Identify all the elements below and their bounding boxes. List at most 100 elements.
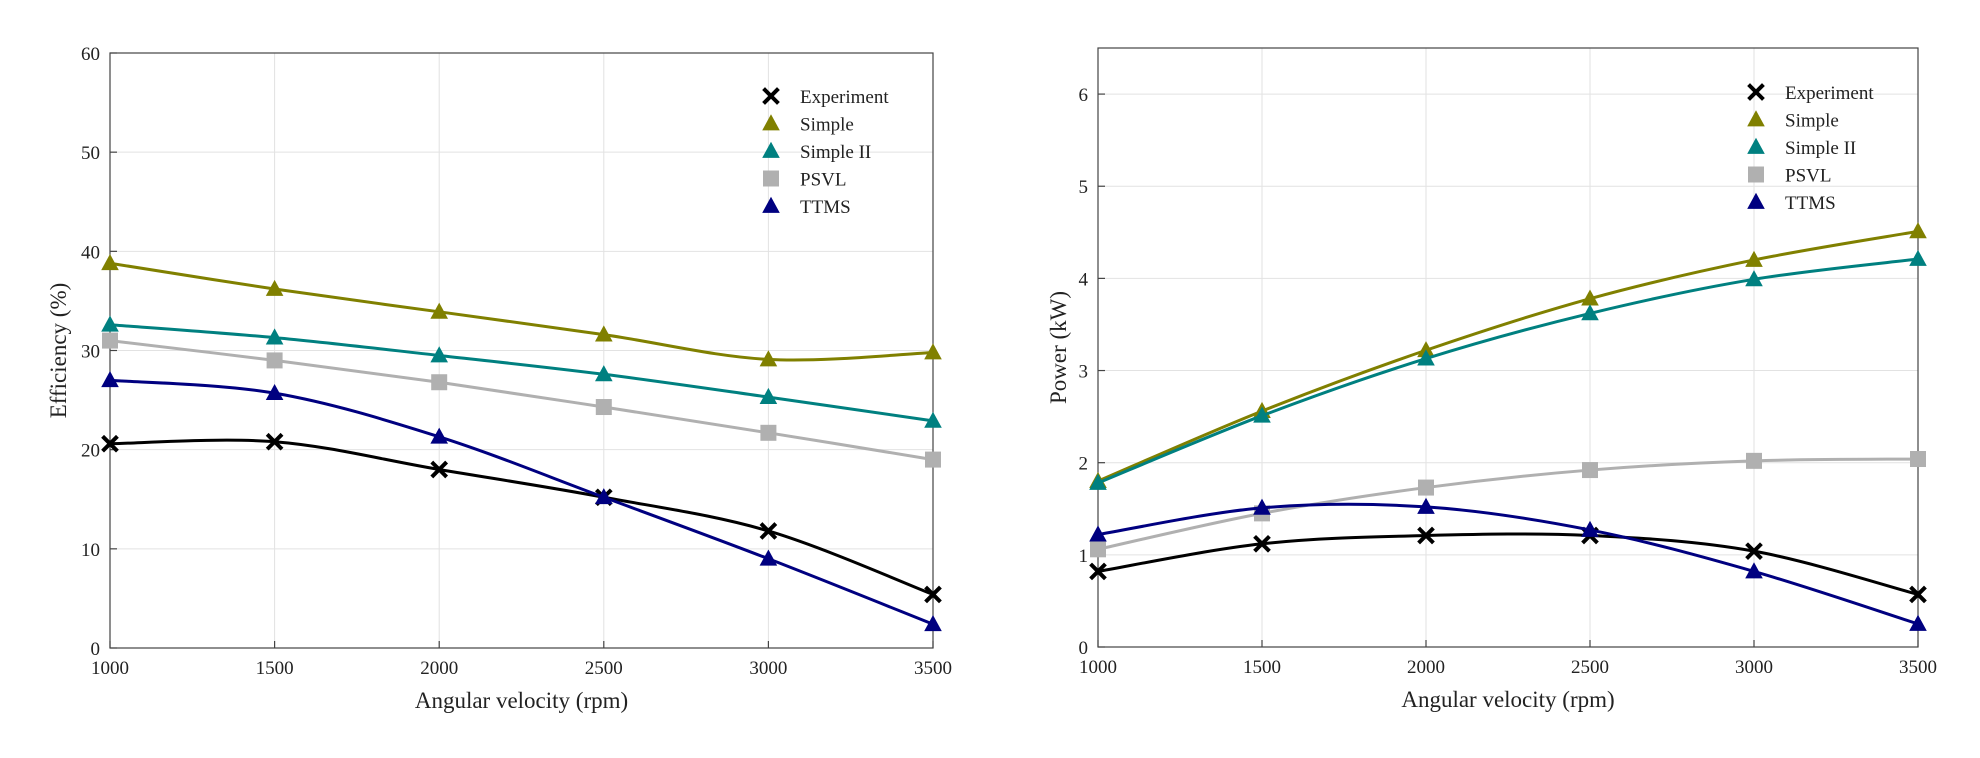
data-point (1417, 526, 1435, 545)
data-point (101, 254, 119, 271)
data-point (760, 424, 777, 441)
series-line (1097, 229, 1919, 483)
x-tick-label: 3500 (1899, 657, 1937, 678)
data-point (1417, 497, 1435, 514)
legend-label: PSVL (1785, 166, 1831, 187)
data-point (1745, 250, 1763, 267)
legend-marker (1747, 192, 1765, 209)
series-line (109, 378, 934, 626)
series-line (109, 261, 934, 362)
legend-label: Experiment (1785, 83, 1874, 104)
legend-marker (1747, 110, 1765, 127)
legend-label: Experiment (800, 87, 889, 108)
x-axis-label: Angular velocity (rpm) (1401, 687, 1614, 712)
x-tick-label: 2000 (1407, 657, 1445, 678)
x-tick-label: 2000 (420, 658, 458, 679)
data-point (1253, 406, 1271, 423)
data-point (1909, 222, 1927, 239)
y-tick-label: 1 (1079, 546, 1089, 567)
legend-label: Simple II (1785, 138, 1856, 159)
y-tick-label: 40 (81, 242, 100, 263)
legend-label: TTMS (800, 197, 851, 218)
data-point (595, 365, 613, 382)
data-point (101, 371, 119, 388)
chart-panel-2: 1000 1500 2000 2500 3000 3500 0 1 2 3 4 5 6 Angular v… (1046, 47, 1937, 712)
y-tick-label: 4 (1079, 269, 1089, 290)
series-experiment (1089, 526, 1927, 604)
y-tick-label: 0 (1079, 638, 1089, 659)
series-line (109, 339, 934, 462)
data-point (1745, 542, 1763, 560)
data-point (1582, 462, 1598, 479)
series-simple (101, 254, 942, 367)
data-point (1253, 534, 1271, 553)
data-point (1089, 473, 1107, 490)
data-point (1745, 562, 1763, 579)
legend-label: TTMS (1785, 193, 1836, 214)
y-tick-label: 2 (1079, 454, 1089, 475)
data-point (1746, 452, 1762, 469)
data-point (759, 522, 778, 540)
legend-marker (1747, 83, 1765, 101)
series-simple-ii (1089, 249, 1927, 490)
data-point (759, 350, 778, 367)
legend-label: Simple (1785, 111, 1839, 132)
data-point (924, 585, 942, 604)
series-line (1097, 532, 1919, 596)
legend-marker (763, 170, 779, 187)
data-point (430, 302, 448, 319)
y-tick-label: 20 (81, 441, 100, 462)
data-point (759, 387, 778, 405)
data-point (925, 451, 941, 468)
legend-marker (1748, 166, 1764, 183)
y-tick-label: 30 (81, 342, 100, 363)
data-point (265, 432, 284, 451)
data-point (1909, 249, 1927, 266)
x-tick-label: 1500 (1243, 657, 1281, 678)
x-tick-label: 3500 (914, 658, 952, 679)
data-point (1581, 520, 1599, 537)
y-tick-label: 60 (81, 44, 100, 65)
series-psvl (1090, 451, 1926, 558)
y-tick-label: 50 (81, 143, 100, 164)
data-point (101, 315, 119, 332)
data-point (1581, 304, 1599, 321)
legend-marker (1747, 137, 1765, 154)
data-point (431, 374, 448, 391)
data-point (430, 427, 448, 444)
legend: Experiment Simple Simple II PSVL TTMS (1747, 83, 1874, 214)
x-tick-label: 1000 (91, 658, 129, 679)
series-ttms (101, 371, 942, 632)
data-point (265, 383, 284, 401)
data-point (1090, 541, 1106, 558)
series-psvl (102, 332, 941, 468)
data-point (265, 279, 284, 296)
y-tick-label: 3 (1079, 362, 1089, 383)
x-tick-label: 1500 (256, 658, 294, 679)
x-tick-label: 1000 (1079, 657, 1117, 678)
series-line (109, 438, 934, 596)
data-point (595, 488, 613, 505)
series-ttms (1089, 497, 1927, 631)
data-point (1417, 341, 1435, 358)
legend-marker (762, 141, 780, 158)
data-point (430, 460, 449, 479)
data-point (595, 325, 613, 342)
x-tick-label: 3000 (1735, 657, 1773, 678)
data-point (595, 399, 612, 416)
series-simple-ii (101, 315, 942, 428)
series-line (109, 323, 934, 423)
data-point (430, 346, 448, 363)
data-point (265, 328, 284, 345)
data-point (924, 343, 942, 360)
data-point (1253, 498, 1271, 515)
series-line (1097, 457, 1919, 551)
data-point (1418, 479, 1434, 496)
legend-marker (762, 196, 780, 213)
legend-label: Simple II (800, 142, 871, 163)
data-point (924, 615, 942, 632)
y-tick-label: 6 (1079, 85, 1089, 106)
plot-frame (1097, 47, 1919, 648)
